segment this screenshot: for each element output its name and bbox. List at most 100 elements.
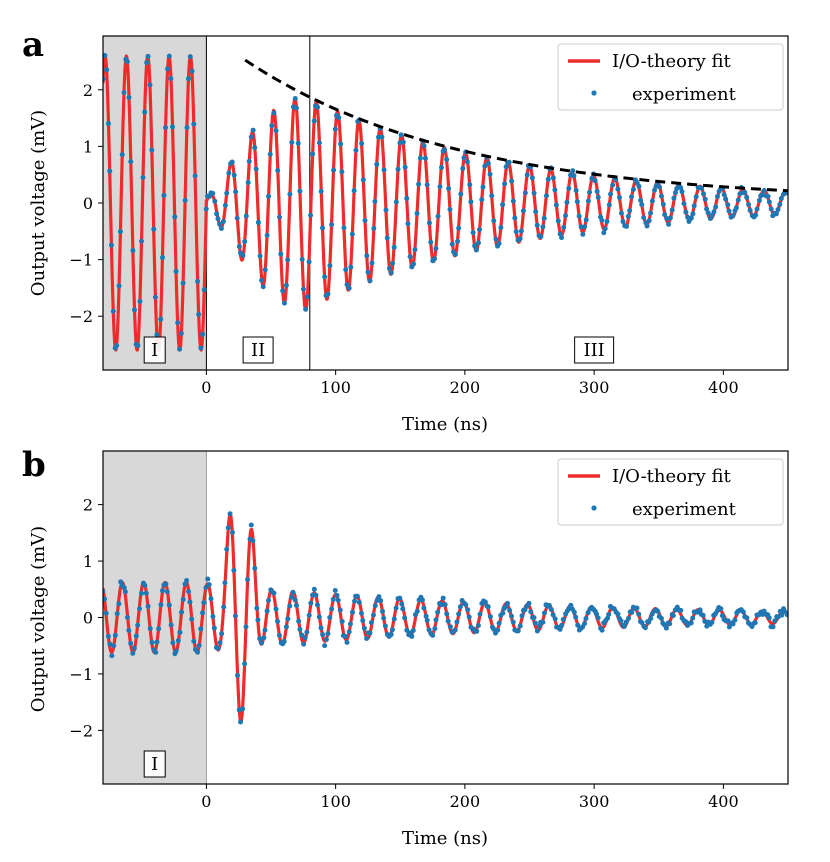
- panel-b-experiment-point-57: [200, 610, 206, 616]
- panel-b-experiment-point-272: [575, 622, 581, 628]
- panel-a-experiment-point-98: [271, 110, 277, 116]
- panel-b-experiment-point-323: [663, 625, 669, 631]
- panel-a-experiment-point-44: [177, 346, 183, 352]
- panel-a-experiment-point-216: [477, 227, 483, 233]
- panel-b-experiment-point-238: [515, 628, 521, 634]
- panel-b-experiment-point-95: [266, 597, 271, 603]
- panel-b-experiment-point-331: [678, 607, 684, 613]
- panel-b-experiment-point-184: [421, 605, 427, 611]
- panel-a-experiment-point-240: [518, 228, 524, 234]
- panel-b-experiment-point-215: [475, 622, 481, 628]
- panel-b-experiment-point-232: [504, 600, 510, 606]
- panel-b-experiment-point-85: [248, 522, 254, 528]
- panel-a-experiment-point-387: [775, 207, 781, 213]
- panel-b-experiment-point-172: [400, 606, 406, 612]
- panel-b-legend-fit-label: I/O-theory fit: [612, 466, 731, 487]
- panel-a-experiment-point-97: [269, 123, 275, 129]
- panel-b-experiment-point-349: [709, 619, 715, 625]
- panel-a-experiment-point-371: [747, 207, 753, 213]
- panel-a-experiment-point-100: [275, 167, 281, 173]
- panel-a-experiment-point-136: [338, 141, 344, 147]
- panel-b-experiment-point-327: [670, 613, 676, 619]
- panel-a-experiment-point-334: [683, 209, 689, 215]
- panel-a-experiment-point-389: [778, 195, 784, 201]
- panel-a-experiment-point-27: [147, 82, 153, 88]
- panel-a-experiment-point-176: [407, 254, 413, 260]
- panel-b-experiment-point-369: [744, 615, 750, 621]
- panel-a-experiment-point-4: [107, 168, 113, 174]
- panel-b-experiment-point-109: [290, 589, 296, 595]
- panel-b-experiment-point-227: [496, 620, 502, 626]
- panel-a-experiment-point-41: [172, 214, 178, 220]
- panel-a-xlabel: Time (ns): [402, 414, 488, 435]
- panel-b-experiment-point-191: [433, 617, 439, 623]
- panel-b-experiment-point-16: [128, 640, 134, 646]
- panel-b-experiment-point-114: [299, 632, 305, 638]
- panel-a-experiment-point-296: [616, 194, 622, 200]
- panel-a-experiment-point-300: [624, 223, 630, 229]
- panel-a-experiment-point-58: [201, 287, 207, 293]
- panel-b-experiment-point-300: [623, 619, 629, 625]
- panel-b-experiment-point-112: [296, 618, 302, 624]
- panel-a-experiment-point-313: [646, 218, 652, 224]
- panel-a-experiment-point-312: [644, 223, 650, 229]
- panel-b-experiment-point-88: [254, 605, 260, 611]
- panel-a-experiment-point-386: [773, 211, 779, 217]
- panel-b-experiment-point-44: [177, 629, 183, 635]
- panel-a-experiment-point-196: [442, 147, 448, 153]
- panel-b-experiment-point-165: [388, 631, 394, 637]
- panel-b-experiment-point-222: [487, 614, 493, 620]
- panel-b-plot-area: I 0 100 200 300 400 −2 −1 0 1 2: [69, 450, 789, 811]
- panel-b-experiment-point-143: [349, 609, 355, 615]
- panel-b-experiment-point-337: [688, 620, 694, 626]
- panel-a-experiment-point-49: [185, 76, 191, 82]
- panel-b-experiment-point-68: [219, 631, 225, 637]
- panel-a-experiment-point-140: [344, 282, 350, 288]
- panel-a-experiment-point-89: [255, 219, 261, 225]
- panel-b-experiment-point-128: [323, 637, 329, 642]
- panel-a-experiment-point-200: [449, 241, 455, 247]
- panel-a-experiment-point-263: [559, 235, 565, 241]
- panel-a-experiment-point-40: [169, 124, 175, 130]
- panel-b-experiment-point-196: [442, 602, 448, 608]
- panel-a-experiment-point-235: [510, 198, 516, 204]
- panel-a-experiment-point-271: [573, 187, 579, 193]
- panel-a-experiment-point-210: [467, 182, 473, 188]
- panel-a-experiment-point-251: [538, 234, 544, 240]
- panel-b-legend-experiment-swatch: [591, 505, 597, 511]
- panel-a-experiment-point-340: [693, 194, 699, 200]
- panel-a-experiment-point-130: [327, 263, 333, 269]
- panel-a-experiment-point-314: [648, 210, 654, 216]
- panel-b-experiment-point-147: [356, 599, 362, 605]
- panel-a-ylabel: Output voltage (mV): [28, 110, 49, 296]
- panel-a-experiment-point-279: [587, 189, 593, 195]
- panel-b-experiment-point-83: [245, 577, 251, 583]
- panel-b-experiment-point-101: [276, 632, 282, 638]
- panel-a-experiment-point-94: [264, 232, 270, 238]
- panel-b-experiment-point-81: [242, 661, 248, 667]
- panel-b-xtick-label-3: 300: [579, 792, 610, 811]
- panel-b-experiment-point-94: [264, 608, 270, 614]
- panel-b-experiment-point-177: [409, 633, 415, 639]
- panel-b-experiment-point-49: [186, 589, 192, 595]
- panel-b-experiment-point-195: [440, 595, 446, 601]
- panel-a-experiment-point-126: [320, 225, 326, 231]
- panel-b-experiment-point-270: [571, 609, 577, 615]
- panel-a-experiment-point-120: [310, 151, 316, 157]
- panel-a-experiment-point-11: [119, 152, 125, 158]
- panel-a-experiment-point-260: [553, 202, 559, 208]
- panel-b-experiment-point-121: [311, 586, 317, 592]
- panel-a-experiment-point-236: [512, 215, 518, 221]
- panel-a-experiment-point-69: [220, 219, 226, 224]
- panel-a-experiment-point-199: [447, 207, 453, 213]
- panel-b-experiment-point-284: [595, 615, 601, 621]
- panel-a-experiment-point-26: [145, 53, 151, 59]
- panel-a-experiment-point-275: [580, 231, 586, 237]
- panel-b-xtick-label-2: 200: [450, 792, 481, 811]
- panel-a-experiment-point-123: [315, 104, 321, 110]
- panel-a-experiment-point-261: [555, 218, 561, 224]
- panel-b-experiment-point-209: [465, 607, 471, 613]
- panel-a-experiment-point-141: [346, 285, 352, 291]
- panel-a-experiment-point-211: [468, 199, 474, 205]
- panel-b-experiment-point-278: [585, 610, 591, 616]
